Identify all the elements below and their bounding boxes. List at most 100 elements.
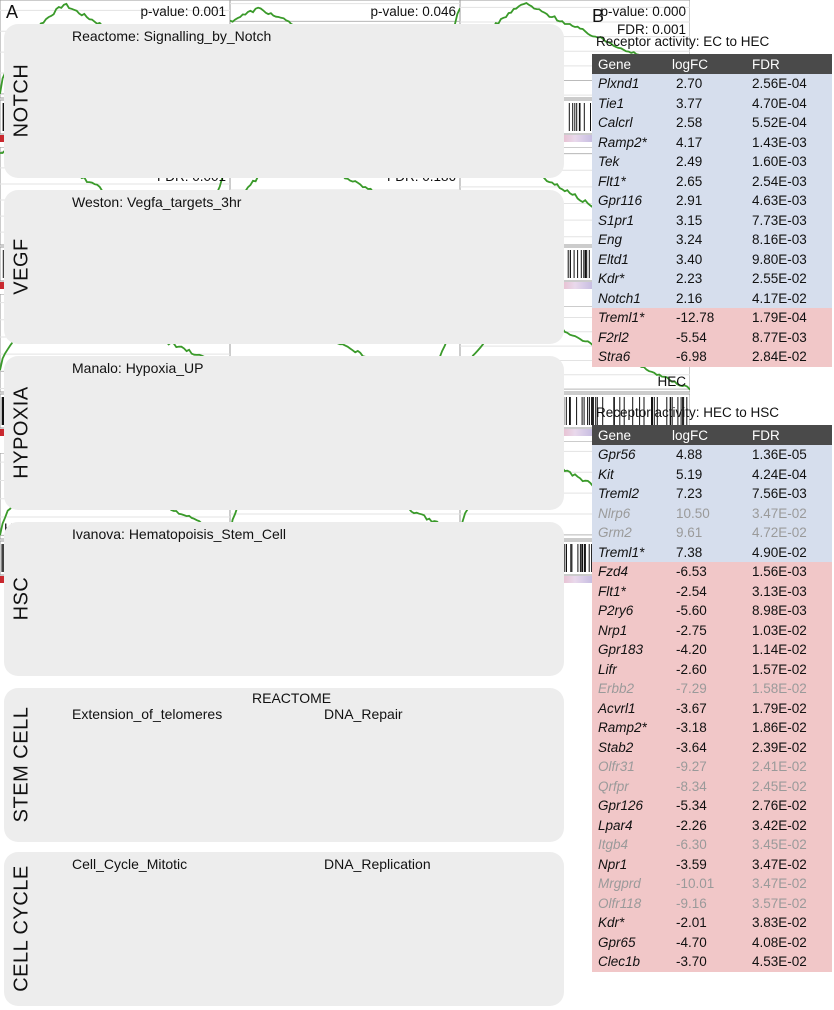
table-row: Kit 5.19 4.24E-04 <box>592 464 832 484</box>
table2-title: Receptor activity: HEC to HSC <box>596 405 780 420</box>
fdr-cell: 2.41E-02 <box>746 757 832 777</box>
gene-cell: Gpr56 <box>592 445 666 465</box>
gsea-row <box>4 688 564 842</box>
gene-cell: Kdr* <box>592 913 666 933</box>
fdr-cell: 7.56E-03 <box>746 484 832 504</box>
gsea-row <box>4 522 564 676</box>
logfc-cell: -7.29 <box>666 679 746 699</box>
logfc-cell: 2.16 <box>666 288 746 308</box>
table-row: Treml2 7.23 7.56E-03 <box>592 484 832 504</box>
gene-cell: Eltd1 <box>592 249 666 269</box>
logfc-cell: -5.60 <box>666 601 746 621</box>
gene-cell: Gpr65 <box>592 932 666 952</box>
table-row: Tie1 3.77 4.70E-04 <box>592 93 832 113</box>
gene-cell: Fzd4 <box>592 562 666 582</box>
fdr-cell: 4.17E-02 <box>746 288 832 308</box>
logfc-cell: 3.40 <box>666 249 746 269</box>
fdr-cell: 4.24E-04 <box>746 464 832 484</box>
table-row: Mrgprd -10.01 3.47E-02 <box>592 874 832 894</box>
row-label: NOTCH <box>10 63 33 138</box>
gsea-row <box>4 852 564 1006</box>
ranked-list-strip <box>460 429 690 437</box>
receptor-table-hec-hsc: Gene logFC FDR Gpr56 4.88 1.36E-05 Kit 5.19 4… <box>592 425 832 972</box>
table-row: Qrfpr -8.34 2.45E-02 <box>592 776 832 796</box>
fdr-cell: 2.56E-04 <box>746 74 832 94</box>
row-label: STEM CELL <box>10 706 33 823</box>
fdr-cell: 4.90E-02 <box>746 542 832 562</box>
table-row: Lifr -2.60 1.57E-02 <box>592 659 832 679</box>
gene-set-title: DNA_Repair <box>324 706 403 722</box>
table-row: Treml1* -12.78 1.79E-04 <box>592 308 832 328</box>
gene-cell: Gpr116 <box>592 191 666 211</box>
logfc-cell: -12.78 <box>666 308 746 328</box>
table-row: Flt1* -2.54 3.13E-03 <box>592 581 832 601</box>
gene-cell: Kit <box>592 464 666 484</box>
gene-cell: Kdr* <box>592 269 666 289</box>
gene-cell: Calcrl <box>592 113 666 133</box>
fdr-cell: 3.83E-02 <box>746 913 832 933</box>
table-row: Stra6 -6.98 2.84E-02 <box>592 347 832 367</box>
gene-cell: Lpar4 <box>592 815 666 835</box>
group-label-right: HEC <box>657 374 686 389</box>
table-row: Lpar4 -2.26 3.42E-02 <box>592 815 832 835</box>
logfc-cell: -2.26 <box>666 815 746 835</box>
logfc-cell: -3.64 <box>666 737 746 757</box>
logfc-cell: 7.38 <box>666 542 746 562</box>
gene-cell: Mrgprd <box>592 874 666 894</box>
fdr-cell: 2.84E-02 <box>746 347 832 367</box>
gene-cell: Stab2 <box>592 737 666 757</box>
pvalue-label: p-value: 0.001 <box>140 4 226 19</box>
logfc-cell: 10.50 <box>666 503 746 523</box>
gene-cell: S1pr1 <box>592 210 666 230</box>
gene-cell: Lifr <box>592 659 666 679</box>
column-header-logfc: logFC <box>666 54 746 74</box>
fdr-cell: 1.79E-04 <box>746 308 832 328</box>
row-label: VEGF <box>10 238 33 295</box>
logfc-cell: -6.53 <box>666 562 746 582</box>
logfc-cell: 2.70 <box>666 74 746 94</box>
pvalue-label: p-value: 0.046 <box>370 4 456 19</box>
gsea-row <box>4 190 564 344</box>
gene-cell: Qrfpr <box>592 776 666 796</box>
logfc-cell: -6.98 <box>666 347 746 367</box>
table-row: Erbb2 -7.29 1.58E-02 <box>592 679 832 699</box>
table-row: Calcrl 2.58 5.52E-04 <box>592 113 832 133</box>
logfc-cell: 4.17 <box>666 132 746 152</box>
fdr-cell: 1.79E-02 <box>746 698 832 718</box>
table-row: Plxnd1 2.70 2.56E-04 <box>592 74 832 94</box>
gene-set-title: Manalo: Hypoxia_UP <box>72 360 204 376</box>
logfc-cell: 2.91 <box>666 191 746 211</box>
gsea-row <box>4 24 564 178</box>
table-row: Gpr65 -4.70 4.08E-02 <box>592 932 832 952</box>
ranked-list-strip <box>460 576 690 584</box>
column-header-fdr: FDR <box>746 54 832 74</box>
table-row: Fzd4 -6.53 1.56E-03 <box>592 562 832 582</box>
logfc-cell: -3.70 <box>666 952 746 972</box>
fdr-cell: 4.72E-02 <box>746 523 832 543</box>
gene-cell: Gpr126 <box>592 796 666 816</box>
receptor-table-ec-hec: Gene logFC FDR Plxnd1 2.70 2.56E-04 Tie1 3.7… <box>592 54 832 367</box>
logfc-cell: -3.59 <box>666 854 746 874</box>
fdr-cell: 2.39E-02 <box>746 737 832 757</box>
gene-cell: Olfr118 <box>592 893 666 913</box>
pvalue-label: p-value: 0.000 <box>600 4 686 19</box>
logfc-cell: -3.18 <box>666 718 746 738</box>
fdr-label: FDR: 0.001 <box>617 22 686 37</box>
fdr-cell: 8.16E-03 <box>746 230 832 250</box>
logfc-cell: 7.23 <box>666 484 746 504</box>
fdr-cell: 2.54E-03 <box>746 171 832 191</box>
gene-cell: Treml1* <box>592 308 666 328</box>
logfc-cell: -2.60 <box>666 659 746 679</box>
table1-title: Receptor activity: EC to HEC <box>596 34 770 49</box>
gene-cell: Flt1* <box>592 581 666 601</box>
fdr-cell: 3.57E-02 <box>746 893 832 913</box>
logfc-cell: 2.49 <box>666 152 746 172</box>
row-label: HYPOXIA <box>10 386 33 479</box>
gene-cell: Gpr183 <box>592 640 666 660</box>
table-row: Stab2 -3.64 2.39E-02 <box>592 737 832 757</box>
logfc-cell: 2.58 <box>666 113 746 133</box>
gene-cell: Nrp1 <box>592 620 666 640</box>
logfc-cell: 2.65 <box>666 171 746 191</box>
fdr-cell: 3.47E-02 <box>746 503 832 523</box>
ranked-list-strip <box>460 135 690 143</box>
